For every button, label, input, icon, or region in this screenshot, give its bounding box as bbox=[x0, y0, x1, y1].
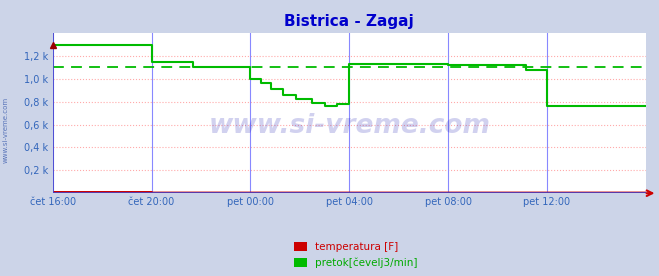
Legend: temperatura [F], pretok[čevelj3/min]: temperatura [F], pretok[čevelj3/min] bbox=[294, 242, 418, 268]
Title: Bistrica - Zagaj: Bistrica - Zagaj bbox=[285, 14, 414, 29]
Text: www.si-vreme.com: www.si-vreme.com bbox=[208, 113, 490, 139]
Text: www.si-vreme.com: www.si-vreme.com bbox=[2, 97, 9, 163]
